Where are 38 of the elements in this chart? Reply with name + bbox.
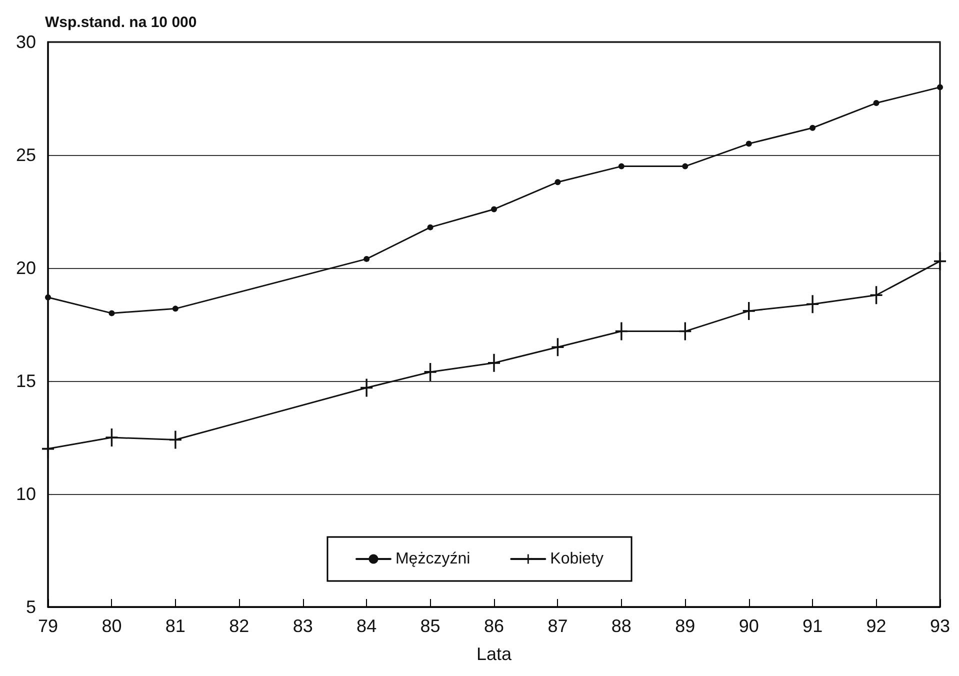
point (937, 84, 943, 90)
point (427, 224, 434, 230)
x-tick-label: 79 (38, 616, 58, 636)
x-tick-label: 84 (356, 616, 377, 636)
x-tick-label: 81 (165, 616, 186, 636)
point (491, 206, 497, 212)
point (554, 179, 561, 186)
point (873, 100, 880, 106)
x-tick-label: 83 (292, 616, 313, 636)
legend-label: Mężczyźni (395, 550, 470, 568)
y-tick-label: 5 (26, 597, 36, 617)
y-tick-label: 30 (16, 32, 36, 52)
x-tick-label: 82 (229, 616, 250, 636)
x-tick-label: 87 (548, 616, 568, 636)
point (746, 140, 752, 147)
y-tick-label: 25 (16, 145, 36, 165)
legend-label: Kobiety (550, 550, 604, 568)
point (682, 163, 688, 170)
x-tick-label: 86 (484, 616, 504, 636)
y-tick-label: 15 (16, 371, 36, 391)
x-tick-label: 91 (802, 616, 823, 636)
point (810, 124, 816, 131)
x-axis-title: Lata (476, 644, 512, 664)
x-tick-label: 92 (866, 616, 886, 636)
x-tick-label: 88 (611, 616, 632, 636)
x-tick-label: 85 (420, 616, 440, 636)
point (172, 306, 178, 312)
point (45, 294, 51, 300)
point (108, 310, 115, 316)
x-tick-label: 93 (930, 616, 950, 636)
y-tick-label: 10 (16, 484, 36, 504)
x-tick-label: 89 (675, 616, 696, 636)
x-tick-label: 90 (738, 616, 759, 636)
point (364, 256, 370, 262)
y-tick-label: 20 (16, 258, 36, 278)
y-axis-title: Wsp.stand. na 10 000 (45, 14, 197, 31)
x-tick-label: 80 (102, 616, 122, 636)
point (618, 163, 624, 170)
